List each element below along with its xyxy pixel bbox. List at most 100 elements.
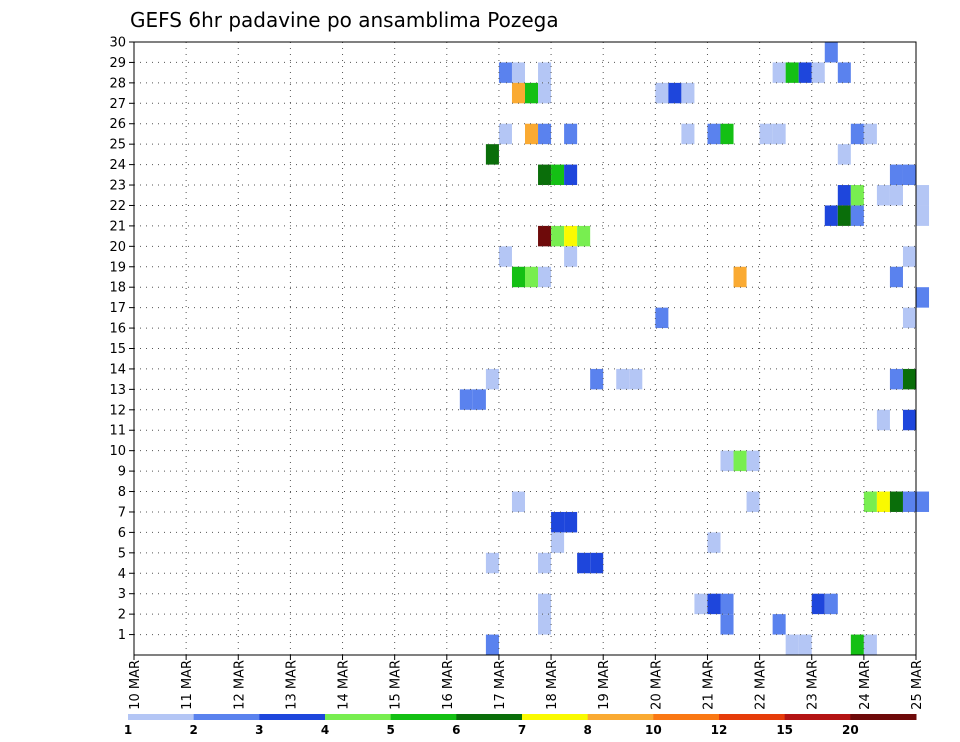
heatmap-cell — [564, 164, 578, 186]
x-tick-label: 14 MAR — [337, 660, 352, 710]
heatmap-cell — [551, 225, 565, 247]
y-tick-label: 19 — [109, 260, 126, 275]
heatmap-cell — [525, 123, 539, 145]
y-tick-label: 13 — [109, 383, 126, 398]
heatmap-cell — [837, 144, 851, 165]
colorbar-label: 8 — [583, 723, 591, 737]
heatmap-cell — [837, 185, 851, 206]
heatmap-cell — [772, 62, 786, 83]
colorbar-swatch — [456, 714, 523, 720]
heatmap-cell — [824, 593, 838, 615]
colorbar-label: 12 — [711, 723, 728, 737]
heatmap-cell — [916, 287, 930, 308]
heatmap-cell — [577, 225, 591, 247]
y-tick-label: 20 — [109, 240, 126, 255]
heatmap-cell — [759, 123, 773, 145]
x-tick-label: 17 MAR — [493, 660, 508, 710]
heatmap-cell — [551, 532, 565, 553]
gridlines — [134, 41, 916, 655]
x-tick-label: 11 MAR — [180, 660, 195, 710]
x-tick-label: 22 MAR — [754, 660, 769, 710]
colorbar-swatch — [390, 714, 457, 720]
heatmap-cell — [811, 593, 825, 615]
heatmap-cell — [720, 593, 734, 615]
heatmap-cell — [538, 82, 552, 104]
heatmap-cell — [511, 266, 525, 288]
heatmap-cell — [485, 368, 499, 390]
heatmap-cell — [511, 82, 525, 104]
heatmap-cell — [707, 593, 721, 615]
heatmap-cell — [824, 42, 838, 63]
heatmap-cell — [525, 266, 539, 288]
y-tick-label: 10 — [109, 444, 126, 459]
heatmap-cell — [498, 246, 512, 267]
heatmap-cell — [694, 593, 708, 615]
heatmap-cell — [902, 491, 916, 512]
heatmap-cell — [511, 62, 525, 83]
heatmap-cell — [485, 634, 499, 655]
heatmap-cell — [564, 123, 578, 145]
y-tick-label: 26 — [109, 117, 126, 132]
heatmap-cell — [889, 491, 903, 512]
heatmap-cell — [916, 491, 930, 512]
heatmap-cell — [629, 368, 643, 390]
y-tick-label: 7 — [118, 505, 126, 520]
heatmap-cell — [525, 82, 539, 104]
y-tick-label: 12 — [109, 403, 126, 418]
heatmap-cell — [564, 225, 578, 247]
heatmap-cell — [707, 123, 721, 145]
x-tick-label: 18 MAR — [545, 660, 560, 710]
heatmap-cell — [538, 225, 552, 247]
x-tick-label: 20 MAR — [649, 660, 664, 710]
heatmap-cell — [798, 634, 812, 655]
heatmap-cell — [590, 552, 604, 574]
heatmap-cell — [538, 62, 552, 83]
heatmap-cell — [902, 368, 916, 390]
heatmap-cell — [655, 307, 669, 329]
heatmap-cell — [811, 62, 825, 83]
heatmap-cell — [564, 246, 578, 267]
colorbar-swatch — [128, 714, 195, 720]
heatmap-cell — [850, 123, 864, 145]
y-tick-label: 3 — [118, 587, 126, 602]
heatmap-cell — [837, 205, 851, 226]
heatmap-cell — [889, 185, 903, 206]
heatmap-cell — [707, 532, 721, 553]
colorbar-label: 10 — [645, 723, 662, 737]
heatmap-cell — [538, 123, 552, 145]
y-tick-label: 16 — [109, 322, 126, 337]
heatmap-cell — [916, 205, 930, 226]
colorbar-label: 1 — [124, 723, 132, 737]
heatmap-cell — [720, 614, 734, 635]
colorbar-legend: 1 2 3 4 5 6 7 8 10 12 15 20 — [124, 714, 917, 737]
heatmap-cell — [459, 389, 473, 410]
x-tick-label: 24 MAR — [858, 660, 873, 710]
y-tick-label: 25 — [109, 138, 126, 153]
heatmap-cell — [863, 634, 877, 655]
heatmap-cell — [681, 123, 695, 145]
y-tick-label: 4 — [118, 567, 126, 582]
y-tick-label: 21 — [109, 219, 126, 234]
heatmap-cell — [538, 266, 552, 288]
heatmap-cell — [538, 593, 552, 615]
colorbar-label: 15 — [776, 723, 793, 737]
heatmap-cell — [889, 266, 903, 288]
heatmap-cell — [746, 450, 760, 472]
y-tick-label: 27 — [109, 97, 126, 112]
x-tick-label: 25 MAR — [910, 660, 925, 710]
heatmap-cell — [889, 368, 903, 390]
y-axis: 1234567891011121314151617181920212223242… — [109, 36, 134, 643]
y-tick-label: 14 — [109, 362, 126, 377]
heatmap-cell — [590, 368, 604, 390]
y-tick-label: 23 — [109, 179, 126, 194]
heatmap-cell — [772, 614, 786, 635]
y-tick-label: 6 — [118, 526, 126, 541]
y-tick-label: 2 — [118, 608, 126, 623]
colorbar-swatch — [719, 714, 786, 720]
colorbar-swatch — [587, 714, 654, 720]
x-axis: 10 MAR 11 MAR 12 MAR 13 MAR 14 MAR 15 MAR 16 M… — [128, 655, 925, 710]
heatmap-cell — [902, 307, 916, 329]
heatmap-cells — [459, 42, 930, 655]
y-tick-label: 11 — [109, 424, 126, 439]
y-tick-label: 9 — [118, 465, 126, 480]
